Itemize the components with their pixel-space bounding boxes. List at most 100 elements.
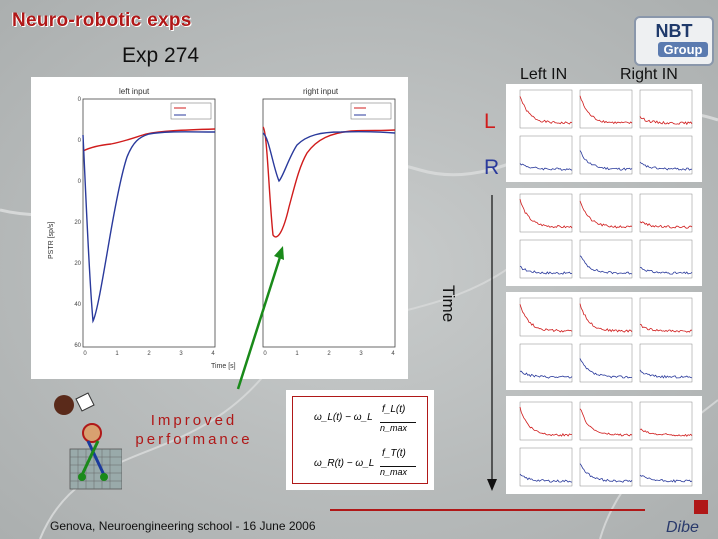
mini-axes — [639, 193, 693, 233]
mini-axes — [579, 343, 633, 383]
eq2-den: n_max — [380, 466, 416, 477]
mini-trace — [639, 221, 693, 229]
y-tick-6: 60 — [74, 343, 81, 349]
mini-axes — [519, 239, 573, 279]
mini-trace — [639, 323, 692, 333]
row-label-right: R — [484, 156, 500, 179]
mini-trace — [519, 96, 573, 125]
svg-text:Dibe: Dibe — [666, 519, 699, 536]
left-legend — [170, 102, 212, 120]
mini-trace — [519, 265, 573, 275]
equation-box: ω_L(t) − ω_L f_L(t) n_max ω_R(t) − ω_L f… — [286, 390, 434, 490]
panel-group-3 — [506, 396, 702, 494]
mini-axes — [579, 193, 633, 233]
mini-axes — [579, 239, 633, 279]
mini-axes — [519, 447, 573, 487]
mini-axes — [519, 297, 573, 337]
nbt-logo: NBT Group — [634, 16, 714, 66]
left-blue-curve — [82, 131, 216, 324]
footer-text: Genova, Neuroengineering school - 16 Jun… — [50, 519, 316, 533]
x-tick-r4: 4 — [391, 351, 395, 357]
mini-axes — [579, 401, 633, 441]
dibe-logo: Dibe — [666, 500, 708, 536]
x-tick-r2: 2 — [327, 351, 331, 357]
eq1-right: f_L(t) — [382, 404, 406, 415]
mini-axes — [639, 447, 693, 487]
mini-axes — [519, 343, 573, 383]
improved-performance-text: Improved performance — [135, 411, 253, 449]
mini-axes — [639, 239, 693, 279]
mini-trace — [519, 198, 573, 229]
column-header-right: Right IN — [620, 66, 678, 83]
row-label-left: L — [484, 110, 496, 133]
mini-axes — [639, 297, 693, 337]
mini-trace — [519, 406, 573, 437]
x-tick-3: 3 — [179, 351, 183, 357]
y-axis-label: PSTR [sp/s] — [48, 222, 55, 259]
mini-axes — [519, 135, 573, 175]
mini-axes — [639, 135, 693, 175]
eq1-left: ω_L(t) − ω_L — [314, 412, 373, 423]
experiment-label: Exp 274 — [122, 44, 200, 67]
x-axis-label: Time [s] — [211, 363, 236, 370]
mini-trace — [579, 150, 633, 171]
time-label: Time — [439, 285, 458, 323]
logo-bottom-text: Group — [658, 42, 708, 57]
x-tick-r3: 3 — [359, 351, 363, 357]
improvement-arrow — [236, 246, 284, 390]
x-tick-2: 2 — [147, 351, 151, 357]
improved-line1: Improved — [150, 412, 238, 429]
y-tick-4: 20 — [74, 261, 81, 267]
mini-trace — [579, 358, 633, 379]
y-tick-5: 40 — [74, 302, 81, 308]
x-tick-0: 0 — [83, 351, 87, 357]
robot-icon — [54, 392, 122, 490]
right-panels — [506, 84, 702, 494]
pstr-plot-panel: left input right input PSTR [sp/s] Time … — [31, 77, 408, 379]
mini-trace — [639, 369, 693, 379]
mini-trace — [639, 266, 693, 275]
mini-trace — [519, 163, 573, 171]
y-tick-1: 0 — [78, 138, 82, 144]
slide-title: Neuro-robotic exps — [12, 10, 192, 31]
right-blue-curve — [262, 130, 396, 183]
mini-trace — [639, 474, 693, 483]
right-plot-axes — [262, 98, 396, 348]
mini-axes — [579, 297, 633, 337]
mini-trace — [519, 304, 573, 333]
eq1-den: n_max — [380, 422, 416, 433]
logo-top-text: NBT — [655, 21, 693, 41]
mini-trace — [519, 473, 573, 483]
mini-axes — [579, 89, 633, 129]
eq2-left: ω_R(t) − ω_L — [314, 458, 375, 469]
right-plot-title: right input — [303, 87, 339, 96]
y-tick-3: 20 — [74, 220, 81, 226]
panel-group-1 — [506, 188, 702, 286]
time-arrow — [487, 195, 497, 491]
x-tick-r0: 0 — [263, 351, 267, 357]
mini-trace — [579, 95, 633, 125]
eq2-right: f_T(t) — [382, 448, 406, 459]
improved-line2: performance — [135, 431, 253, 448]
left-plot-axes — [82, 98, 216, 348]
mini-axes — [579, 447, 633, 487]
mini-axes — [579, 135, 633, 175]
mini-trace — [579, 200, 633, 229]
mini-trace — [579, 408, 633, 437]
mini-trace — [519, 370, 573, 379]
panel-group-2 — [506, 292, 702, 390]
right-legend — [350, 102, 392, 120]
column-header-left: Left IN — [520, 66, 568, 83]
mini-axes — [519, 193, 573, 233]
panel-group-0 — [506, 84, 702, 182]
y-tick-0: 0 — [78, 97, 82, 103]
mini-axes — [639, 89, 693, 129]
mini-trace — [639, 161, 693, 171]
mini-axes — [519, 401, 573, 441]
left-plot-title: left input — [119, 87, 150, 96]
mini-axes — [519, 89, 573, 129]
right-red-curve — [262, 126, 396, 238]
left-red-curve — [82, 128, 216, 152]
x-tick-4: 4 — [211, 351, 215, 357]
mini-trace — [579, 255, 633, 275]
